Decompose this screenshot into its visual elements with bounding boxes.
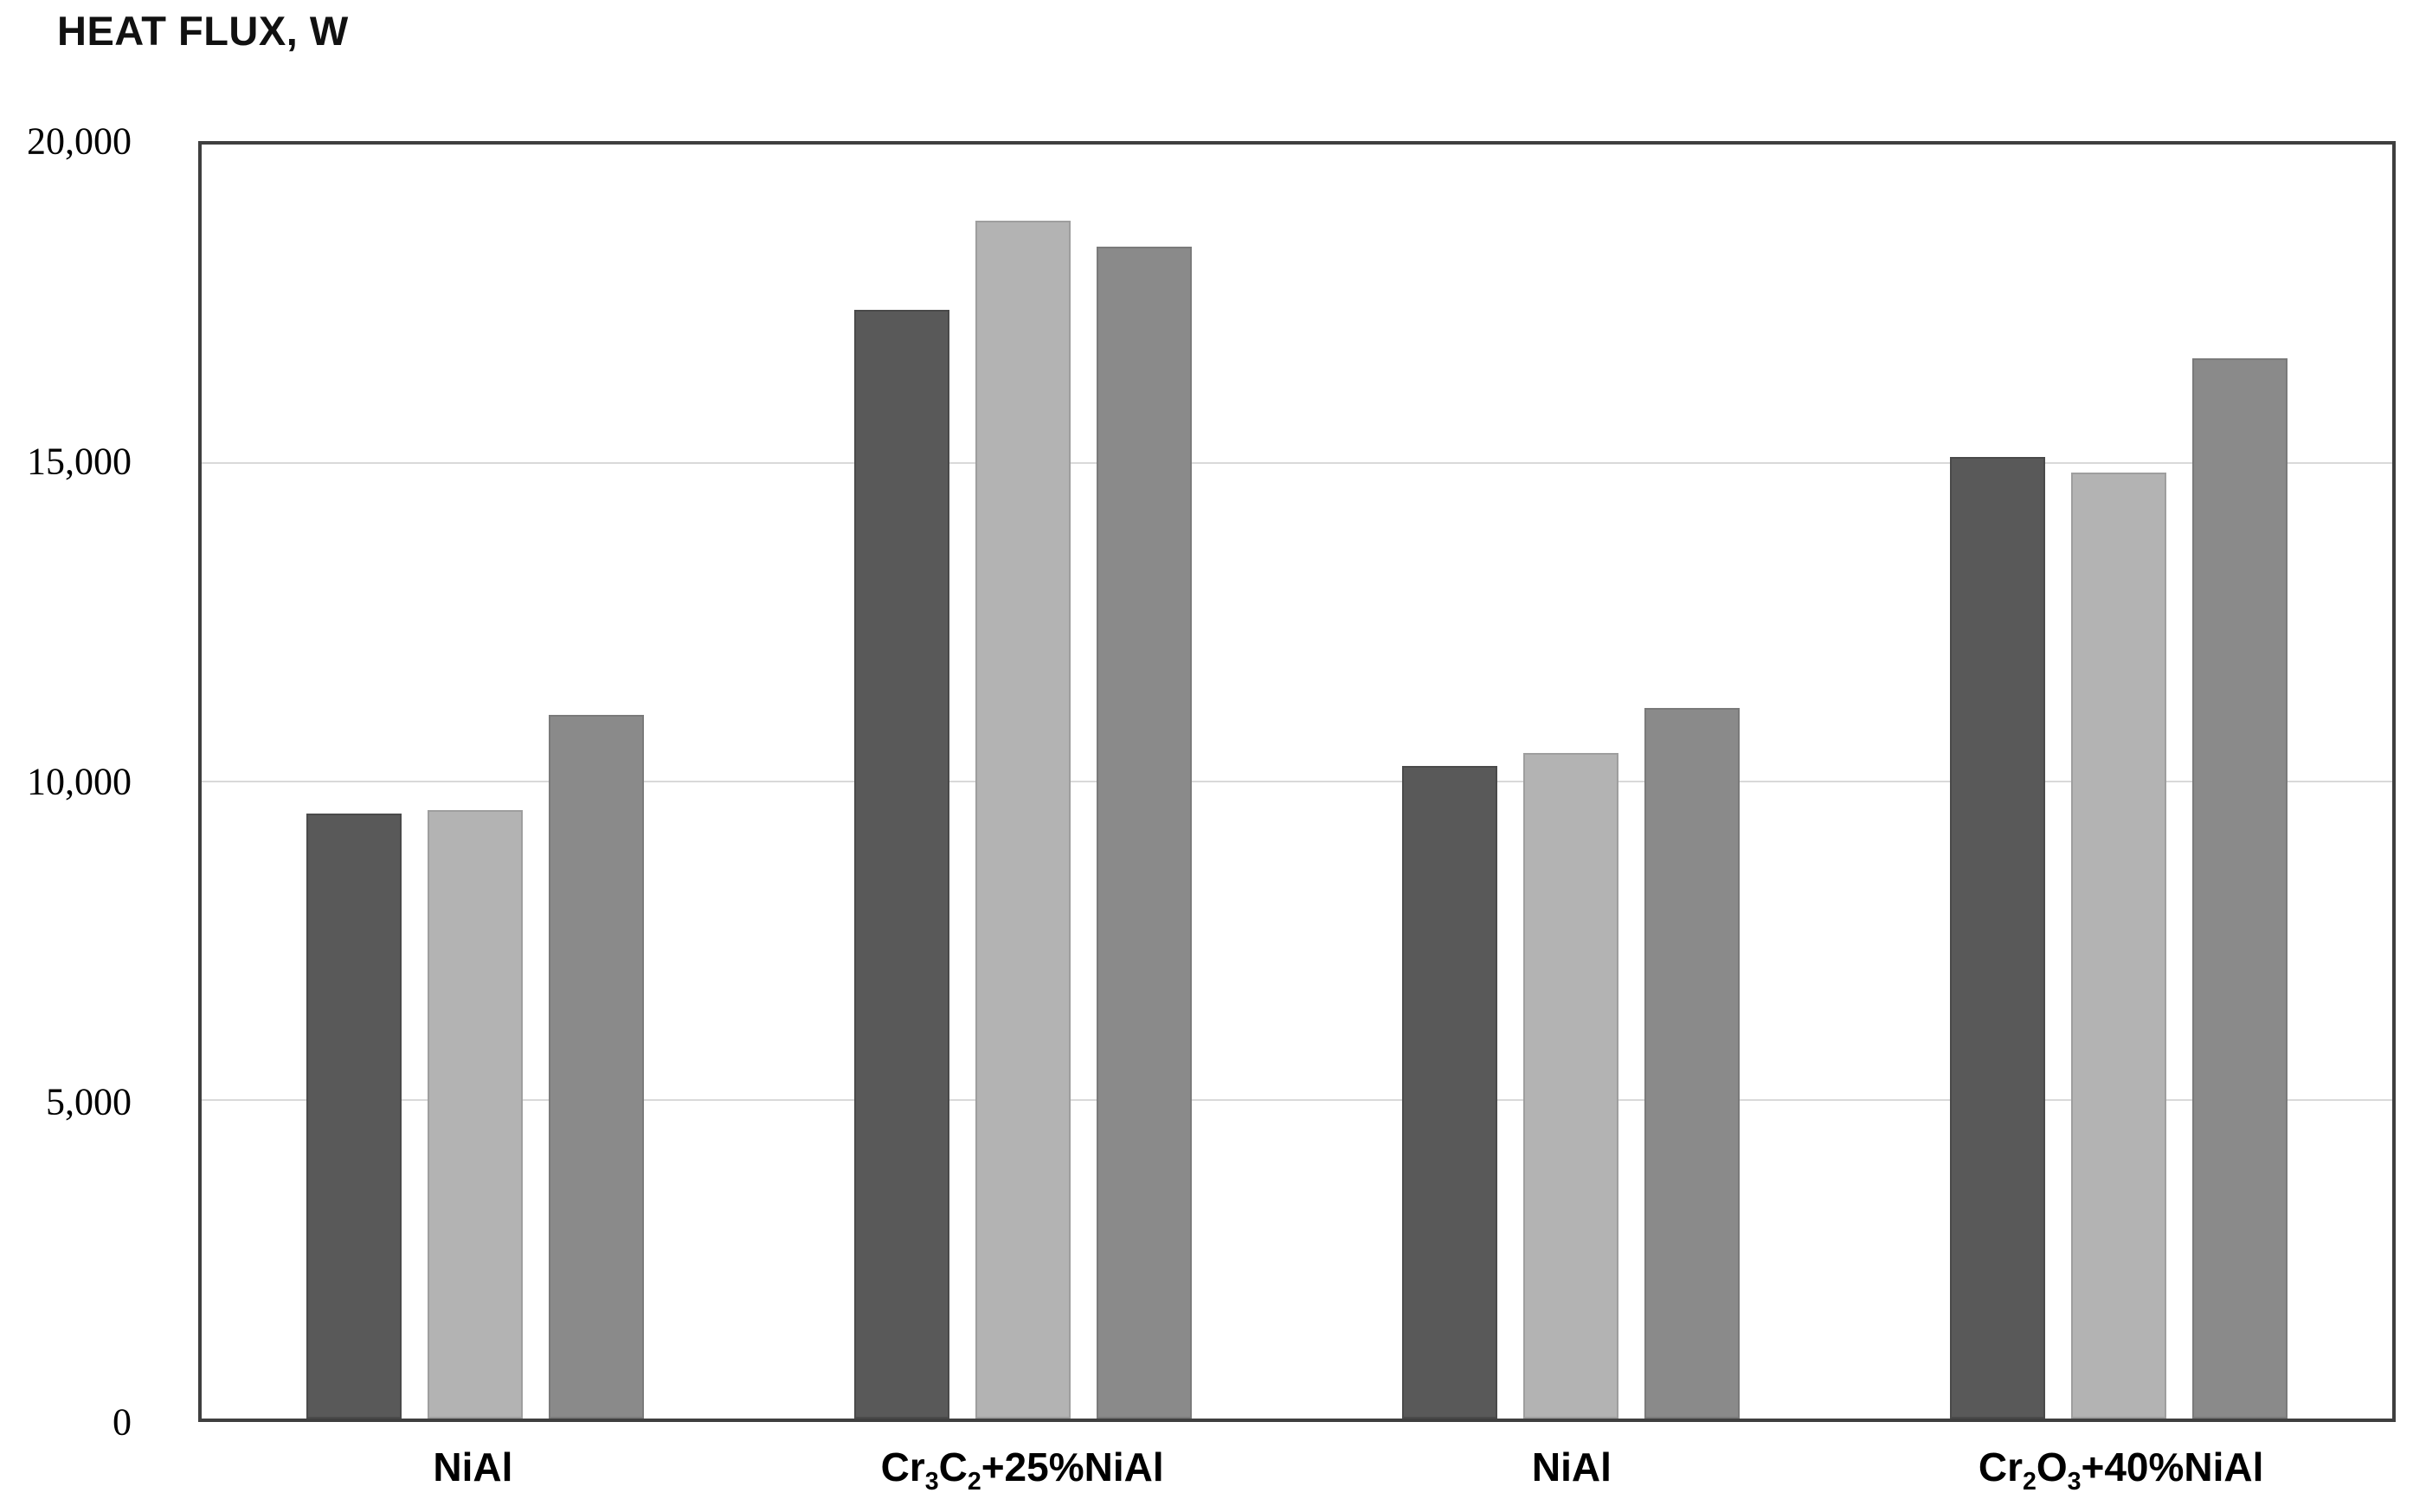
y-axis-tick-label: 5,000 [46,1080,132,1123]
gridline-10000 [202,781,2392,782]
y-axis-tick-label: 20,000 [27,119,132,163]
x-axis-category-label: Cr2O3+40%NiAl [1978,1444,2264,1496]
bar-medium-gray [1644,708,1740,1419]
bar-medium-gray [2191,357,2288,1419]
bar-medium-gray [1097,246,1193,1419]
chart-title: HEAT FLUX, W [57,8,349,54]
bar-light-gray [1522,752,1618,1419]
y-axis-tick-label: 15,000 [27,440,132,483]
y-axis-tick-label: 0 [113,1400,132,1444]
bar-dark-gray [1949,456,2045,1419]
x-axis: NiAl Cr3C2+25%NiAl NiAl Cr2O3+40%NiAl [198,1444,2396,1496]
gridlines-layer [202,145,2392,1419]
bar-dark-gray [306,813,402,1419]
bar-dark-gray [1401,765,1497,1419]
bar-group-3 [1297,145,1845,1419]
bar-medium-gray [549,714,645,1419]
gridline-15000 [202,462,2392,464]
gridline-5000 [202,1099,2392,1101]
x-axis-category-label: NiAl [1531,1444,1612,1489]
bar-light-gray [975,221,1071,1419]
bar-group-4 [1844,145,2392,1419]
bar-light-gray [428,810,524,1419]
x-axis-category-label: Cr3C2+25%NiAl [880,1444,1164,1496]
y-axis-tick-label: 10,000 [27,760,132,803]
x-axis-category-label: NiAl [433,1444,513,1489]
bars-layer [202,145,2392,1419]
bar-group-2 [750,145,1297,1419]
plot-area [198,141,2396,1422]
bar-dark-gray [854,310,950,1419]
bar-light-gray [2070,473,2166,1419]
bar-group-1 [202,145,750,1419]
